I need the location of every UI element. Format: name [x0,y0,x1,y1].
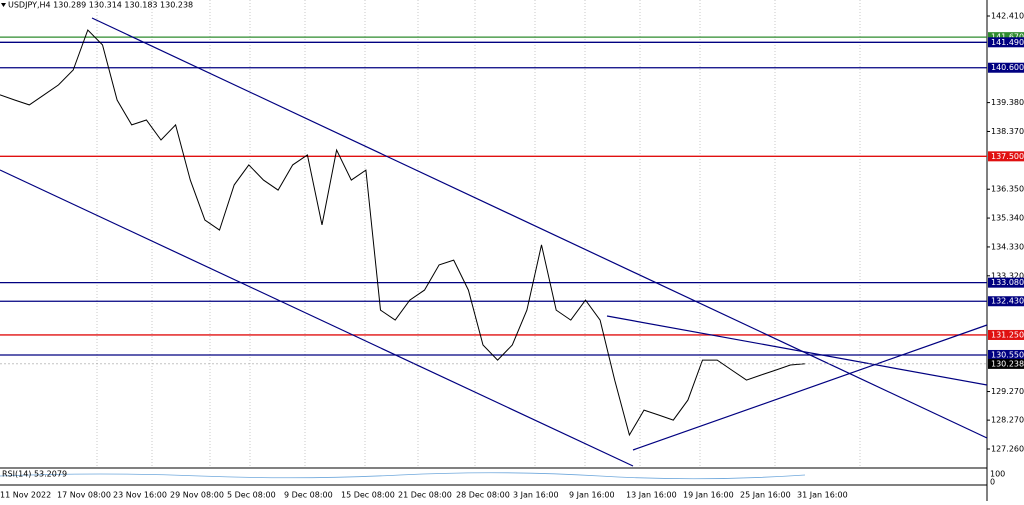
level-label-bg [988,349,1024,360]
level-label: 137.500 [991,152,1024,161]
x-tick-label: 9 Dec 08:00 [284,491,333,500]
level-label-bg [988,62,1024,73]
y-tick-label: 136.350 [991,185,1024,194]
level-label: 133.080 [991,278,1024,287]
y-tick-label: 138.370 [991,127,1024,136]
series [0,29,806,437]
y-tick-label: 133.320 [991,271,1024,280]
trend-line [606,315,988,386]
level-label-bg [988,151,1024,162]
x-tick-label: 25 Jan 16:00 [740,491,791,500]
level-label: 130.550 [991,350,1024,359]
trend-lines [0,17,988,467]
trend-line [0,169,634,467]
level-label: 140.600 [991,63,1024,72]
x-tick-label: 21 Dec 08:00 [398,491,452,500]
trend-line [91,17,988,439]
indicator-tick: 0 [990,478,995,487]
level-label: 132.430 [991,297,1024,306]
y-tick-label: 134.330 [991,242,1024,251]
rsi-line [0,472,806,480]
y-tick-label: 139.380 [991,98,1024,107]
plot-area [0,0,987,468]
level-label-bg [988,32,1024,43]
x-tick-label: 23 Nov 16:00 [113,491,167,500]
y-tick-label: 129.270 [991,387,1024,396]
x-tick-label: 11 Nov 2022 [0,491,51,500]
x-tick-label: 28 Dec 08:00 [456,491,510,500]
y-tick-label: 142.410 [991,12,1024,21]
trend-line [632,324,988,451]
level-label-bg [988,277,1024,288]
x-tick-label: 15 Dec 08:00 [341,491,395,500]
x-tick-label: 5 Dec 08:00 [227,491,276,500]
price-line [0,29,806,437]
level-label: 141.670 [991,33,1024,42]
x-tick-label: 17 Nov 08:00 [57,491,111,500]
grid [96,0,861,468]
level-label: 131.250 [991,330,1024,339]
title-arrow [1,3,6,7]
indicator-tick: 100 [990,470,1005,479]
level-label-bg [988,37,1024,48]
y-tick-label: 128.270 [991,416,1024,425]
chart-title: USDJPY,H4 130.289 130.314 130.183 130.23… [8,1,193,10]
current-price-label: 130.238 [991,359,1024,368]
y-tick-label: 127.260 [991,445,1024,454]
x-tick-label: 9 Jan 16:00 [569,491,615,500]
x-tick-label: 13 Jan 16:00 [626,491,677,500]
level-label-bg [988,296,1024,307]
x-tick-label: 19 Jan 16:00 [683,491,734,500]
level-label: 141.490 [991,38,1024,47]
y-tick-label: 135.340 [991,214,1024,223]
level-label-bg [988,329,1024,340]
x-tick-label: 29 Nov 08:00 [170,491,224,500]
indicator-label: RSI(14) 53.2079 [2,470,67,479]
current-price-bg [988,358,1024,369]
x-tick-label: 31 Jan 16:00 [797,491,848,500]
x-tick-label: 3 Jan 16:00 [513,491,559,500]
